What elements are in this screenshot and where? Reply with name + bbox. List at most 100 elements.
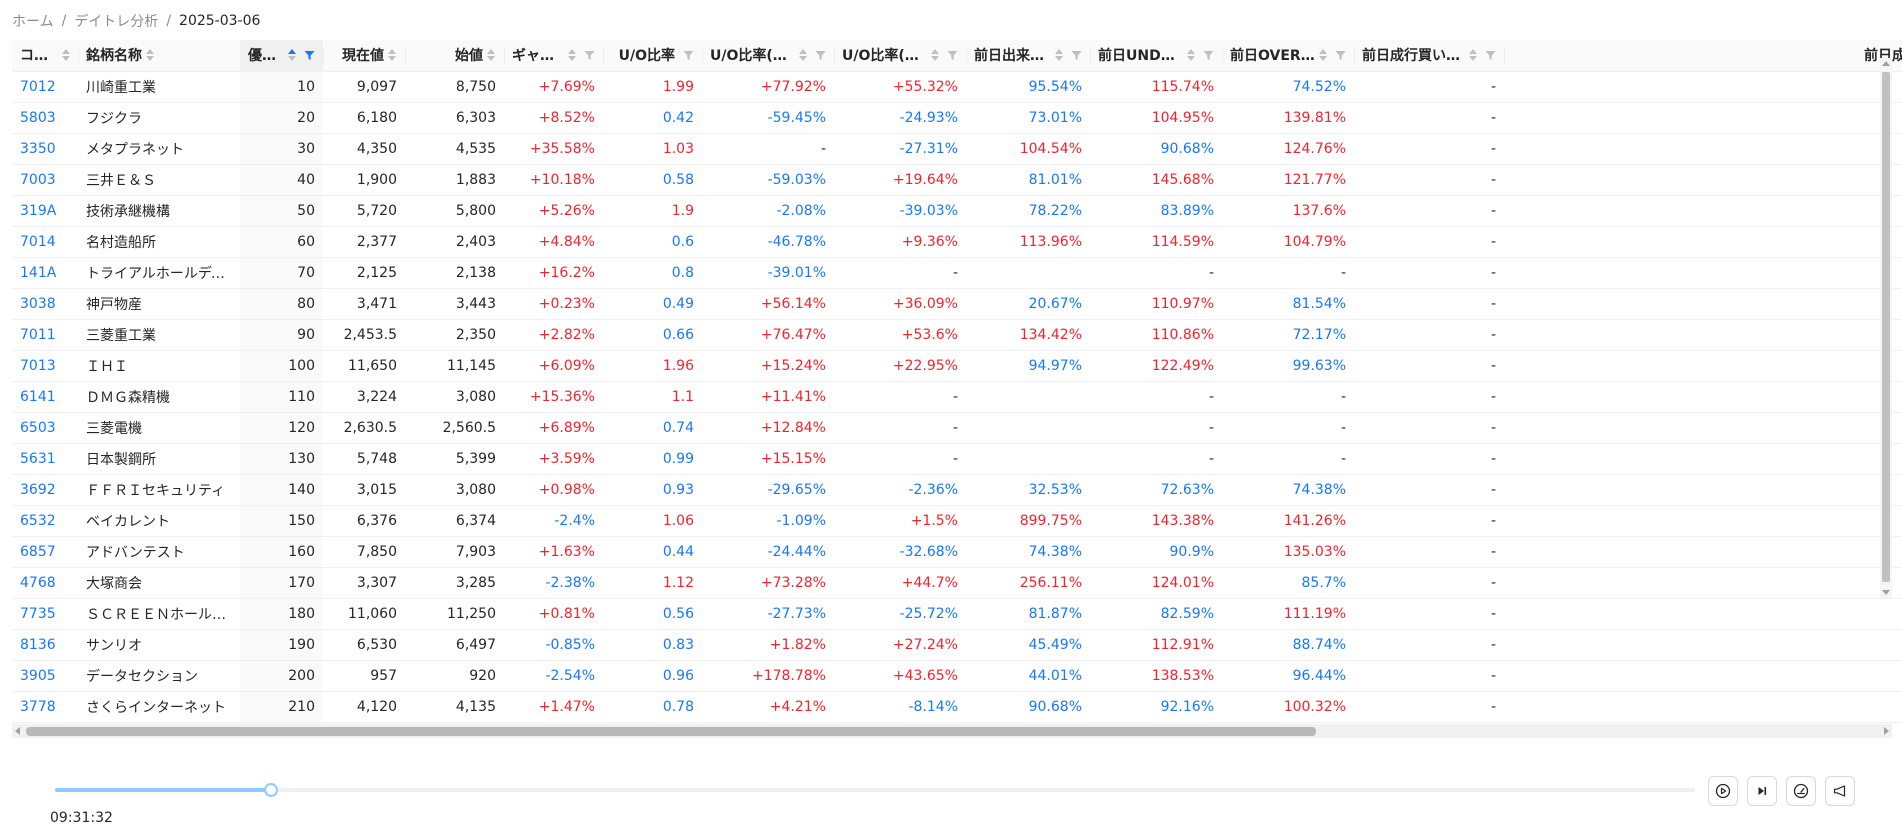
table-row[interactable]: 6503 三菱電機 120 2,630.5 2,560.5 +6.89% 0.74 +12.8… — [12, 412, 1902, 444]
sort-icon[interactable] — [1468, 49, 1477, 62]
table-row[interactable]: 6141 ＤＭＧ森精機 110 3,224 3,080 +15.36% 1.1 +11.41%… — [12, 381, 1902, 413]
filter-icon[interactable] — [815, 50, 826, 61]
cell-over-prev: 74.38% — [1222, 474, 1354, 506]
sort-icon[interactable] — [1319, 49, 1327, 62]
column-header-mkt-buy-prev[interactable]: 前日成行買い比率 — [1354, 40, 1504, 72]
sort-icon[interactable] — [61, 49, 70, 62]
table-row[interactable]: 7012 川崎重工業 10 9,097 8,750 +7.69% 1.99 +77.92% +5… — [12, 71, 1902, 103]
column-header-open[interactable]: 始値 — [405, 40, 504, 72]
table-row[interactable]: 8136 サンリオ 190 6,530 6,497 -0.85% 0.83 +1.82% +27… — [12, 629, 1902, 661]
breadcrumb-section[interactable]: デイトレ分析 — [74, 14, 159, 30]
table-row[interactable]: 6532 ベイカレント 150 6,376 6,374 -2.4% 1.06 -1.09% +1… — [12, 505, 1902, 537]
filter-icon[interactable] — [1203, 50, 1214, 61]
cell-mkt-buy-prev: - — [1354, 350, 1504, 382]
sort-icon[interactable] — [568, 49, 576, 62]
cell-mkt-buy-prev: - — [1354, 102, 1504, 134]
cell-code[interactable]: 5803 — [12, 102, 78, 134]
cell-uo-close: +12.84% — [702, 412, 834, 444]
table-row[interactable]: 3038 神戸物産 80 3,471 3,443 +0.23% 0.49 +56.14% +36… — [12, 288, 1902, 320]
cell-code[interactable]: 6141 — [12, 381, 78, 413]
sort-icon[interactable] — [487, 49, 496, 62]
cell-code[interactable]: 7014 — [12, 226, 78, 258]
column-header-label: ギャップ率 — [512, 48, 564, 65]
table-row[interactable]: 3350 メタプラネット 30 4,350 4,535 +35.58% 1.03- -27.3… — [12, 133, 1902, 165]
filter-icon[interactable] — [1485, 50, 1496, 61]
table-row[interactable]: 7013 ＩＨＩ 100 11,650 11,145 +6.09% 1.96 +15.24% +… — [12, 350, 1902, 382]
scroll-right-icon[interactable] — [1884, 727, 1889, 735]
filter-icon[interactable] — [683, 50, 694, 61]
cell-code[interactable]: 7003 — [12, 164, 78, 196]
cell-code[interactable]: 6503 — [12, 412, 78, 444]
cell-price: 11,650 — [323, 350, 405, 382]
scroll-left-icon[interactable] — [15, 727, 20, 735]
column-header-under-prev[interactable]: 前日UNDER比率 — [1090, 40, 1222, 72]
cell-code[interactable]: 319A — [12, 195, 78, 227]
column-header-price[interactable]: 現在値 — [323, 40, 405, 72]
table-row[interactable]: 7011 三菱重工業 90 2,453.5 2,350 +2.82% 0.66 +76.47%… — [12, 319, 1902, 351]
playback-slider-handle[interactable] — [263, 783, 278, 797]
cell-code[interactable]: 7735 — [12, 598, 78, 630]
column-header-label: 前日成行買い比率 — [1362, 48, 1465, 65]
table-row[interactable]: 319A 技術承継機構 50 5,720 5,800 +5.26% 1.9 -2.08% -39… — [12, 195, 1902, 227]
cell-code[interactable]: 7011 — [12, 319, 78, 351]
play-button[interactable] — [1708, 776, 1738, 806]
horizontal-scrollbar-thumb[interactable] — [26, 727, 1316, 736]
column-header-over-prev[interactable]: 前日OVER比率 — [1222, 40, 1354, 72]
announce-button[interactable] — [1825, 776, 1855, 806]
column-header-name[interactable]: 銘柄名称 — [78, 40, 240, 72]
horizontal-scrollbar[interactable] — [12, 724, 1892, 738]
cell-code[interactable]: 7012 — [12, 71, 78, 103]
cell-code[interactable]: 6532 — [12, 505, 78, 537]
column-header-uo-prev[interactable]: U/O比率(対前日) — [834, 40, 966, 72]
filter-icon[interactable] — [947, 50, 958, 61]
cell-code[interactable]: 5631 — [12, 443, 78, 475]
column-header-uo-close[interactable]: U/O比率(対引け) — [702, 40, 834, 72]
column-header-code[interactable]: コード — [12, 40, 78, 72]
sort-icon[interactable] — [1187, 49, 1195, 62]
cell-code[interactable]: 4768 — [12, 567, 78, 599]
sort-icon[interactable] — [388, 49, 397, 62]
column-header-vol-prev[interactable]: 前日出来高比率 — [966, 40, 1090, 72]
table-row[interactable]: 5631 日本製鋼所 130 5,748 5,399 +3.59% 0.99 +15.15% -… — [12, 443, 1902, 475]
breadcrumb-home[interactable]: ホーム — [12, 14, 54, 30]
table-row[interactable]: 5803 フジクラ 20 6,180 6,303 +8.52% 0.42 -59.45% -24… — [12, 102, 1902, 134]
table-row[interactable]: 6857 アドバンテスト 160 7,850 7,903 +1.63% 0.44 -24.44… — [12, 536, 1902, 568]
column-header-gap[interactable]: ギャップ率 — [504, 40, 603, 72]
sort-icon[interactable] — [931, 49, 939, 62]
cell-uo: 1.96 — [603, 350, 702, 382]
sort-icon[interactable] — [1055, 49, 1063, 62]
filter-icon[interactable] — [1335, 50, 1346, 61]
cell-code[interactable]: 141A — [12, 257, 78, 289]
cell-code[interactable]: 3692 — [12, 474, 78, 506]
filter-icon[interactable] — [584, 50, 595, 61]
filter-icon[interactable] — [1071, 50, 1082, 61]
filter-icon[interactable] — [304, 50, 315, 61]
table-row[interactable]: 3692 ＦＦＲＩセキュリティ 140 3,015 3,080 +0.98% 0.93 -29… — [12, 474, 1902, 506]
cell-code[interactable]: 7013 — [12, 350, 78, 382]
table-row[interactable]: 141Aトライアルホールディングス702,1252,138+16.2%0.8-3… — [12, 257, 1902, 289]
cell-code[interactable]: 3905 — [12, 660, 78, 692]
sort-icon[interactable] — [799, 49, 807, 62]
cell-code[interactable]: 3778 — [12, 691, 78, 723]
scroll-down-icon[interactable] — [1882, 590, 1890, 595]
cell-code[interactable]: 3038 — [12, 288, 78, 320]
sort-icon[interactable] — [146, 49, 155, 62]
cell-code[interactable]: 6857 — [12, 536, 78, 568]
cell-vol-prev — [966, 443, 1090, 475]
table-row[interactable]: 7735ＳＣＲＥＥＮホールディン…18011,06011,250+0.81%0.… — [12, 598, 1902, 630]
sort-icon[interactable] — [288, 49, 296, 62]
table-row[interactable]: 7003 三井Ｅ＆Ｓ 40 1,900 1,883 +10.18% 0.58 -59.03% +… — [12, 164, 1902, 196]
step-forward-button[interactable] — [1747, 776, 1777, 806]
scroll-up-icon[interactable] — [1882, 61, 1890, 66]
table-row[interactable]: 7014 名村造船所 60 2,377 2,403 +4.84% 0.6 -46.78% +9.… — [12, 226, 1902, 258]
cell-code[interactable]: 8136 — [12, 629, 78, 661]
vertical-scrollbar[interactable] — [1880, 58, 1892, 598]
vertical-scrollbar-thumb[interactable] — [1882, 72, 1890, 582]
table-row[interactable]: 4768 大塚商会 170 3,307 3,285 -2.38% 1.12 +73.28% +4… — [12, 567, 1902, 599]
column-header-priority[interactable]: 優先順 — [240, 40, 323, 72]
playback-slider[interactable] — [55, 788, 1695, 792]
table-row[interactable]: 3778 さくらインターネット 210 4,120 4,135 +1.47% 0.78 +4.… — [12, 691, 1902, 723]
cell-code[interactable]: 3350 — [12, 133, 78, 165]
speed-button[interactable] — [1786, 776, 1816, 806]
table-row[interactable]: 3905 データセクション 200 957 920 -2.54% 0.96 +178.78% +… — [12, 660, 1902, 692]
